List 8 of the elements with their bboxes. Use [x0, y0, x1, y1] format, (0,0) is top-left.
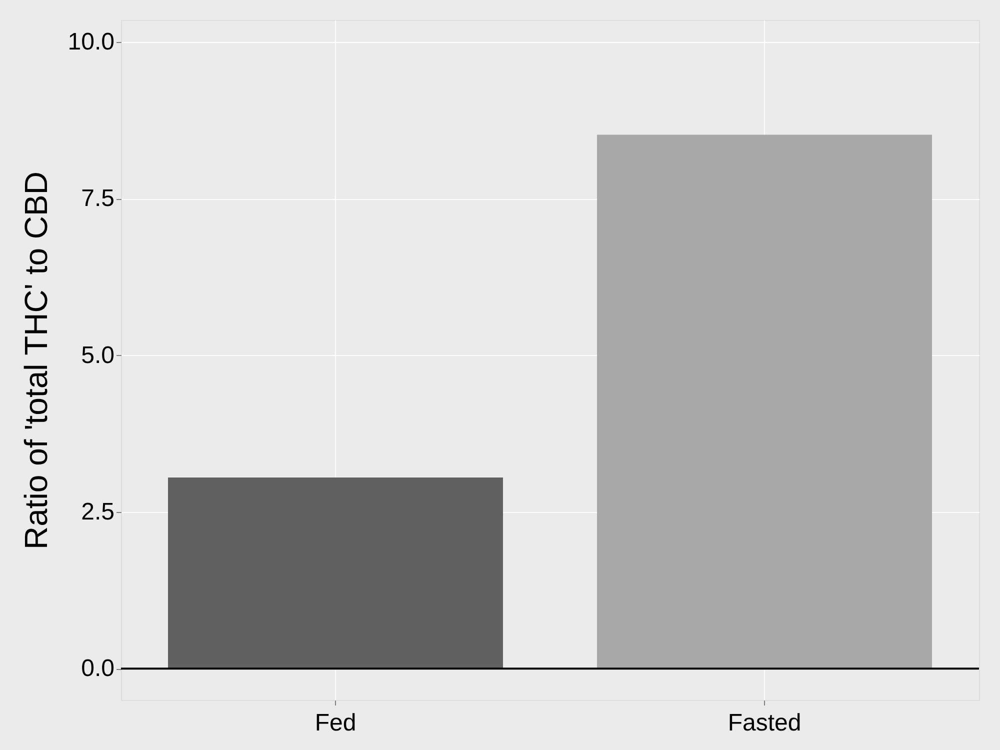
y-tick-label: 5.0	[81, 342, 114, 369]
x-tick-label: Fed	[314, 710, 356, 736]
y-tick-label: 2.5	[81, 498, 114, 526]
y-tick-label: 10.0	[68, 28, 114, 56]
y-axis-title: Ratio of 'total THC' to CBD	[18, 172, 54, 550]
y-tick-label: 0.0	[81, 655, 114, 682]
y-tick-label: 7.5	[81, 185, 114, 212]
x-tick-label: Fasted	[728, 710, 802, 736]
